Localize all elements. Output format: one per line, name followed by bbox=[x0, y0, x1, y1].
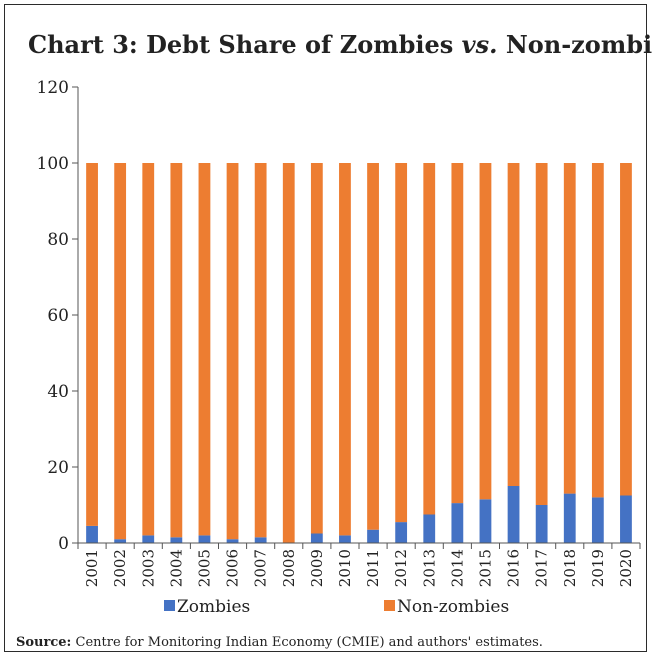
y-tick-label-80: 80 bbox=[47, 230, 69, 250]
x-tick-label-2016: 2016 bbox=[505, 549, 523, 587]
bar-zombies-2003 bbox=[142, 535, 155, 543]
bar-zombies-2010 bbox=[339, 535, 351, 543]
bar-non-zombies-2013 bbox=[423, 163, 436, 515]
bar-non-zombies-2010 bbox=[339, 163, 351, 536]
legend-label-non-zombies: Non-zombies bbox=[397, 597, 509, 617]
bar-zombies-2005 bbox=[198, 535, 211, 543]
bar-zombies-2012 bbox=[395, 522, 408, 543]
bar-zombies-2018 bbox=[563, 493, 576, 543]
source-text: Centre for Monitoring Indian Economy (CM… bbox=[71, 635, 543, 650]
bar-zombies-2001 bbox=[86, 525, 98, 543]
bar-non-zombies-2019 bbox=[591, 163, 604, 498]
bar-non-zombies-2017 bbox=[535, 163, 548, 505]
bar-non-zombies-2005 bbox=[198, 163, 211, 536]
bar-zombies-2002 bbox=[114, 539, 127, 543]
x-tick-label-2001: 2001 bbox=[83, 549, 101, 587]
bar-non-zombies-2009 bbox=[310, 163, 323, 534]
chart-title-part3: Non-zombies bbox=[505, 30, 653, 59]
chart-title-part1: Chart 3: Debt Share of Zombies bbox=[28, 30, 462, 59]
bar-non-zombies-2014 bbox=[451, 163, 464, 504]
bar-non-zombies-2015 bbox=[479, 163, 492, 500]
y-tick-label-60: 60 bbox=[47, 306, 69, 326]
chart-title-part2: vs. bbox=[461, 30, 498, 59]
stacked-bar-chart: 0 20 40 60 80 100 120 2001 2002 2003 2004 2005 2006 2… bbox=[37, 78, 641, 617]
x-tick-label-2009: 2009 bbox=[308, 549, 326, 587]
bar-non-zombies-2007 bbox=[254, 163, 267, 538]
bar-zombies-2006 bbox=[226, 539, 239, 543]
bar-non-zombies-2016 bbox=[507, 163, 520, 486]
y-tick-label-40: 40 bbox=[47, 382, 69, 402]
bar-zombies-2004 bbox=[170, 537, 183, 543]
x-tick-label-2015: 2015 bbox=[476, 549, 494, 587]
legend-swatch-non-zombies bbox=[384, 600, 395, 611]
bar-zombies-2017 bbox=[535, 505, 548, 543]
bar-zombies-2020 bbox=[620, 495, 632, 543]
x-tick-label-2014: 2014 bbox=[448, 549, 466, 587]
x-tick-label-2004: 2004 bbox=[167, 549, 185, 587]
x-tick-label-2007: 2007 bbox=[252, 549, 270, 587]
bar-non-zombies-2012 bbox=[395, 163, 408, 523]
x-tick-label-2011: 2011 bbox=[364, 549, 382, 587]
x-tick-label-2012: 2012 bbox=[392, 549, 410, 587]
bar-zombies-2016 bbox=[507, 486, 520, 543]
legend-swatch-zombies bbox=[164, 600, 175, 611]
source-label: Source: bbox=[16, 635, 72, 650]
chart-title: Chart 3: Debt Share of Zombies vs. Non-z… bbox=[28, 30, 653, 59]
bar-zombies-2013 bbox=[423, 514, 436, 543]
x-tick-label-2003: 2003 bbox=[139, 549, 157, 587]
bar-non-zombies-2020 bbox=[620, 163, 632, 496]
y-tick-label-120: 120 bbox=[37, 78, 69, 98]
bar-non-zombies-2002 bbox=[114, 163, 127, 540]
y-tick-label-0: 0 bbox=[58, 534, 69, 554]
bar-non-zombies-2006 bbox=[226, 163, 239, 540]
y-tick-label-100: 100 bbox=[37, 154, 69, 174]
x-tick-label-2020: 2020 bbox=[617, 549, 635, 587]
bar-non-zombies-2018 bbox=[563, 163, 576, 494]
bar-non-zombies-2004 bbox=[170, 163, 183, 538]
source-note: Source: Centre for Monitoring Indian Eco… bbox=[16, 635, 646, 650]
legend-label-zombies: Zombies bbox=[177, 597, 250, 617]
bar-zombies-2015 bbox=[479, 499, 492, 543]
x-tick-label-2019: 2019 bbox=[589, 549, 607, 587]
bar-non-zombies-2003 bbox=[142, 163, 155, 536]
y-tick-label-20: 20 bbox=[47, 458, 69, 478]
bar-zombies-2019 bbox=[591, 497, 604, 543]
bar-non-zombies-2008 bbox=[282, 163, 295, 543]
x-tick-label-2017: 2017 bbox=[533, 549, 551, 587]
x-tick-label-2008: 2008 bbox=[280, 549, 298, 587]
bar-zombies-2009 bbox=[310, 533, 323, 543]
bar-non-zombies-2001 bbox=[86, 163, 98, 526]
x-tick-label-2005: 2005 bbox=[195, 549, 213, 587]
bar-zombies-2014 bbox=[451, 503, 464, 543]
bar-zombies-2007 bbox=[254, 537, 267, 543]
x-tick-label-2010: 2010 bbox=[336, 549, 354, 587]
x-tick-label-2018: 2018 bbox=[561, 549, 579, 587]
x-tick-label-2013: 2013 bbox=[420, 549, 438, 587]
x-tick-label-2002: 2002 bbox=[111, 549, 129, 587]
bar-zombies-2011 bbox=[367, 529, 379, 543]
x-tick-label-2006: 2006 bbox=[224, 549, 242, 587]
bar-non-zombies-2011 bbox=[367, 163, 379, 530]
